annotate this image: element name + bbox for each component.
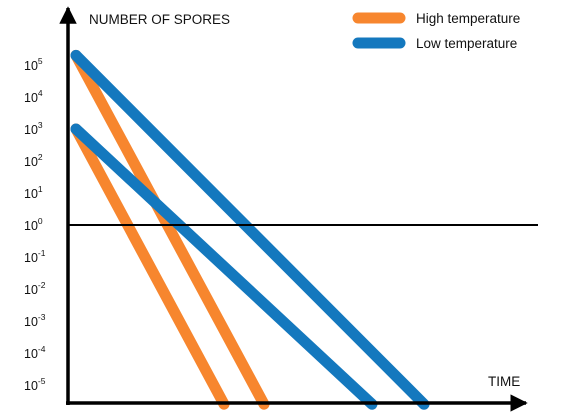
y-tick-label: 10-2: [24, 280, 46, 297]
series-layer: [70, 49, 430, 410]
tick-base: 10: [24, 315, 38, 329]
tick-base: 10: [24, 283, 38, 297]
y-tick-label: 10-1: [24, 248, 46, 265]
tick-base: 10: [24, 219, 38, 233]
tick-exponent: 3: [38, 120, 43, 130]
tick-exponent: -2: [38, 280, 46, 290]
y-tick-label: 100: [24, 216, 43, 233]
tick-base: 10: [24, 347, 38, 361]
series-line-high-temperature-2: [70, 123, 230, 410]
tick-base: 10: [24, 187, 38, 201]
tick-exponent: 4: [38, 88, 43, 98]
tick-exponent: -3: [38, 312, 46, 322]
tick-exponent: 1: [38, 184, 43, 194]
tick-base: 10: [24, 155, 38, 169]
y-tick-label: 10-3: [24, 312, 46, 329]
x-axis-title: TIME: [488, 374, 520, 389]
tick-base: 10: [24, 59, 38, 73]
series-line-low-temperature-1: [70, 49, 430, 410]
tick-exponent: -4: [38, 344, 46, 354]
tick-exponent: -1: [38, 248, 46, 258]
tick-base: 10: [24, 251, 38, 265]
y-tick-label: 101: [24, 184, 43, 201]
tick-base: 10: [24, 123, 38, 137]
legend-label: Low temperature: [416, 36, 517, 51]
y-tick-label: 102: [24, 152, 43, 169]
tick-exponent: 0: [38, 216, 43, 226]
tick-base: 10: [24, 91, 38, 105]
y-tick-label: 104: [24, 88, 43, 105]
series-line-low-temperature-2: [70, 123, 378, 410]
y-axis-title: NUMBER OF SPORES: [89, 12, 230, 27]
tick-exponent: 2: [38, 152, 43, 162]
series-line-high-temperature-1: [70, 49, 270, 410]
y-tick-label: 10-4: [24, 344, 46, 361]
y-tick-label: 105: [24, 56, 43, 73]
tick-base: 10: [24, 379, 38, 393]
legend: High temperature Low temperature: [352, 11, 520, 51]
legend-label: High temperature: [416, 11, 520, 26]
y-tick-label: 10-5: [24, 376, 46, 393]
tick-exponent: 5: [38, 56, 43, 66]
y-tick-label: 103: [24, 120, 43, 137]
tick-exponent: -5: [38, 376, 46, 386]
